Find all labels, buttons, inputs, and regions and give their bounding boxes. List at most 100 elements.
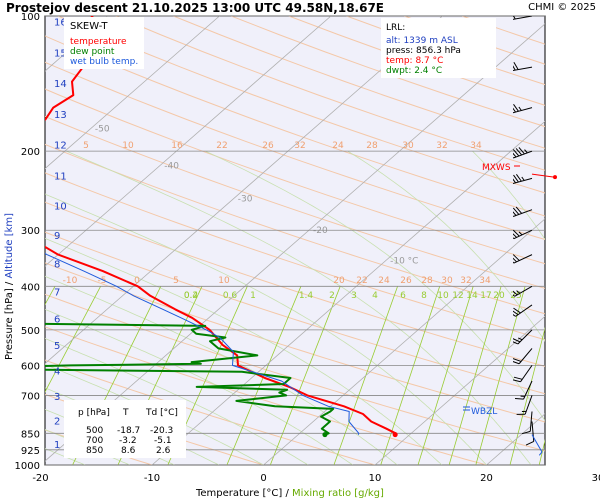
altitude-tick-label: 2 <box>54 416 60 427</box>
wind-barb <box>516 395 533 415</box>
dry-adiabat-label: 10 <box>122 141 134 151</box>
isotherm-label: -60 <box>22 91 37 101</box>
table-cell: -3.2 <box>119 436 137 446</box>
isotherm <box>263 218 545 465</box>
dry-adiabat-label: 34 <box>470 141 482 151</box>
isotherm-label: -50 <box>95 124 110 134</box>
dry-adiabat-label: 22 <box>356 276 367 286</box>
mxws-barb <box>531 173 557 180</box>
altitude-tick-label: 5 <box>54 341 60 352</box>
temperature-tick-label: -20 <box>32 473 48 484</box>
altitude-tick-label: 14 <box>54 79 67 90</box>
altitude-tick-label: 7 <box>54 287 60 298</box>
dry-adiabat <box>45 262 545 423</box>
wind-barb <box>513 329 533 345</box>
altitude-tick-label: 15 <box>54 48 67 59</box>
dry-adiabat-label: 28 <box>421 276 433 286</box>
wind-barb <box>513 304 533 317</box>
mixing-ratio-label: 20 <box>493 291 505 301</box>
mixing-ratio-label: 1 <box>250 291 256 301</box>
diagram-grid: -80 °C-70-60-50-40-30-20-10 °C5101622263… <box>22 16 600 465</box>
wind-barb <box>513 206 533 217</box>
legend-item-temperature: temperature <box>70 37 127 47</box>
table-cell: 8.6 <box>121 446 136 456</box>
isotherm-label: -10 °C <box>390 256 418 266</box>
dry-adiabat-label: -10 <box>63 276 78 286</box>
mixing-ratio-line <box>580 286 600 465</box>
temperature-line <box>45 16 397 435</box>
mixing-ratio-label: 17 <box>480 291 491 301</box>
table-header-t: T <box>122 408 129 418</box>
dry-adiabat-label: 32 <box>436 141 447 151</box>
pressure-tick-label: 100 <box>21 12 40 23</box>
isotherm <box>45 16 443 365</box>
y-axis-separator: / <box>4 279 15 289</box>
table-header-p: p [hPa] <box>78 408 110 418</box>
mixing-ratio-line <box>269 286 341 465</box>
mixing-ratio-line <box>538 439 545 465</box>
x-axis-separator: / <box>282 488 292 499</box>
wind-barb <box>513 104 533 114</box>
wind-barb <box>514 380 533 400</box>
pressure-tick-label: 600 <box>21 361 40 372</box>
table-cell: 500 <box>86 426 103 436</box>
axis-labels: 12345678910111213141516-30-20-1001020304… <box>32 18 600 484</box>
lrl-dwpt: dwpt: 2.4 °C <box>386 66 442 76</box>
wind-barb <box>513 16 533 20</box>
isotherm <box>45 16 332 267</box>
temperature-tick-label: 10 <box>369 473 382 484</box>
legend: SKEW-T temperature dew point wet bulb te… <box>64 17 144 69</box>
wind-barb <box>513 285 533 297</box>
altitude-tick-label: 11 <box>54 171 67 182</box>
mixing-ratio-label: 1.4 <box>299 291 314 301</box>
altitude-tick-label: 16 <box>54 18 67 29</box>
wind-barb <box>513 229 533 240</box>
mixing-ratio-label: 0.2 <box>184 291 198 301</box>
dewpoint-line <box>45 322 335 436</box>
lrl-press: press: 856.3 hPa <box>386 46 461 56</box>
mixing-ratio-label: 10 <box>437 291 449 301</box>
legend-heading: SKEW-T <box>70 21 108 32</box>
lrl-background <box>381 18 496 78</box>
wbzl-label: WBZL <box>471 407 497 417</box>
dry-adiabat-label: 0 <box>134 276 140 286</box>
isotherm <box>45 16 220 170</box>
moist-adiabat <box>574 151 600 465</box>
y-axis-altitude-label: Altitude [km] <box>4 213 15 279</box>
table-cell: 2.6 <box>156 446 171 456</box>
x-axis-temperature-label: Temperature [°C] <box>195 488 282 499</box>
mxws-label: MXWS <box>482 163 511 173</box>
mixing-ratio-line <box>509 326 545 465</box>
isotherm <box>45 23 545 462</box>
dry-adiabat-label: 32 <box>460 276 471 286</box>
pressure-tick-label: 1000 <box>15 461 40 472</box>
moist-adiabat <box>347 150 545 342</box>
y-axis-pressure-label: Pressure [hPa] <box>4 288 15 360</box>
altitude-tick-label: 9 <box>54 231 60 242</box>
wind-barb <box>513 147 533 159</box>
level-table-box <box>64 400 186 458</box>
lrl-heading: LRL: <box>386 23 405 33</box>
altitude-tick-label: 4 <box>54 367 60 378</box>
pressure-tick-label: 500 <box>21 326 40 337</box>
dry-adiabat-label: 32 <box>294 141 305 151</box>
wind-barb <box>531 434 543 456</box>
isotherm-label: -30 <box>238 195 253 205</box>
temperature-tick-label: 20 <box>480 473 493 484</box>
copyright-text: CHMI © 2025 <box>528 2 596 13</box>
dry-adiabat-label: 26 <box>262 141 274 151</box>
dry-adiabat-label: -5 <box>98 276 107 286</box>
mixing-ratio-label: 6 <box>400 291 406 301</box>
dry-adiabat-label: 16 <box>171 141 183 151</box>
lrl-temp: temp: 8.7 °C <box>386 56 443 66</box>
mixing-ratio-label: 12 <box>452 291 463 301</box>
dry-adiabat-label: 5 <box>173 276 179 286</box>
chart-title: Prostejov descent 21.10.2025 13:00 UTC 4… <box>6 1 384 15</box>
table-header-td: Td [°C] <box>145 408 178 418</box>
mixing-ratio-label: 8 <box>421 291 427 301</box>
altitude-tick-label: 1 <box>54 440 60 451</box>
altitude-tick-label: 6 <box>54 315 60 326</box>
altitude-tick-label: 12 <box>54 141 67 152</box>
temperature-tick-label: 0 <box>260 473 266 484</box>
mixing-ratio-label: 14 <box>466 291 478 301</box>
